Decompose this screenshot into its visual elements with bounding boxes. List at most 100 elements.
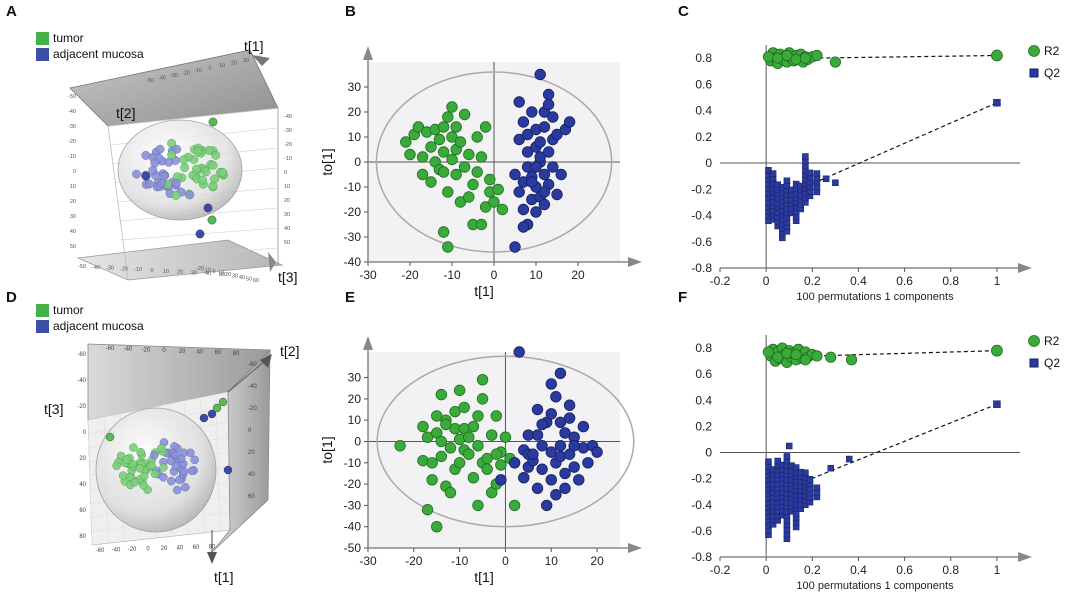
x-tick-label: -20 <box>401 268 419 282</box>
point-adjacent <box>536 418 548 431</box>
t2-axis-label: t[2] <box>116 105 135 121</box>
point-tumor <box>496 203 509 216</box>
point-tumor <box>463 448 475 460</box>
point-adjacent <box>131 169 141 179</box>
x-tick-label: 0.4 <box>850 274 867 288</box>
point-tumor <box>171 191 181 200</box>
legend-q2-marker <box>1029 358 1039 368</box>
t1-axis-label: t[1] <box>244 38 263 54</box>
point-tumor <box>130 477 140 487</box>
point-tumor <box>444 486 457 499</box>
tick-label: 0 <box>248 428 252 434</box>
tick-label: 50 <box>246 277 252 283</box>
t1-axis-label: t[1] <box>214 569 233 585</box>
x-tick-label: -0.2 <box>710 274 731 288</box>
panel-label-a: A <box>6 3 17 20</box>
tick-label: 0 <box>208 66 211 72</box>
q2-point <box>806 169 814 177</box>
point-adjacent <box>509 241 521 253</box>
x-axis-arrow <box>628 543 642 553</box>
point-adjacent <box>149 451 159 460</box>
panel-a-3d-scatter: -50-40-30-20-10010203040-50-40-30-20-100… <box>68 38 297 285</box>
point-adjacent <box>517 116 530 128</box>
r2-point <box>781 49 793 62</box>
point-adjacent <box>591 446 603 458</box>
q2-point-actual <box>993 400 1001 408</box>
legend-r2-marker <box>1028 45 1040 57</box>
tick-label: -20 <box>128 547 137 553</box>
y-tick-label: 0 <box>705 446 712 460</box>
point-tumor <box>198 175 207 185</box>
x-tick-label: 0.2 <box>804 563 821 577</box>
point-tumor <box>450 168 462 181</box>
tick-label: -60 <box>106 346 115 352</box>
tick-label: 20 <box>177 270 183 276</box>
x-tick-label: 10 <box>529 268 543 282</box>
point-tumor <box>472 499 484 512</box>
point-adjacent <box>513 96 525 108</box>
point-tumor <box>495 459 507 471</box>
y-tick-label: -30 <box>344 230 362 244</box>
point-adjacent <box>542 146 555 158</box>
q2-point <box>813 170 821 177</box>
point-tumor <box>417 420 429 433</box>
point-tumor <box>400 136 412 148</box>
point-tumor <box>433 133 446 146</box>
point-tumor <box>446 131 458 143</box>
point-tumor <box>193 146 203 156</box>
point-adjacent <box>545 474 557 486</box>
tick-label: 10 <box>284 184 290 190</box>
point-adjacent <box>534 68 546 81</box>
point-tumor <box>446 101 458 113</box>
q2-point <box>783 177 791 185</box>
y-tick-label: 0 <box>354 155 361 169</box>
tick-label: 30 <box>191 270 197 276</box>
y-tick-label: -10 <box>344 180 362 194</box>
y-tick-label: -0.6 <box>691 524 712 538</box>
x-tick-label: 0.4 <box>850 563 867 577</box>
r2-point <box>790 348 802 361</box>
q2-point <box>845 455 853 463</box>
point-tumor <box>492 183 504 196</box>
panel-label-d: D <box>6 289 17 306</box>
tick-label: -10 <box>284 156 292 162</box>
y-tick-label: -40 <box>344 255 362 269</box>
y-axis-arrow <box>363 336 373 350</box>
y-tick-label: 0.2 <box>695 130 712 144</box>
tick-label: 60 <box>253 278 259 284</box>
y-tick-label: -40 <box>344 520 362 534</box>
legend-label-adjacent: adjacent mucosa <box>53 319 144 333</box>
point-tumor <box>453 384 466 397</box>
point-adjacent <box>203 203 213 213</box>
r2-point <box>845 354 858 366</box>
point-adjacent <box>536 463 548 475</box>
r2-regression-line <box>816 350 997 357</box>
point-adjacent <box>538 186 551 198</box>
point-tumor <box>454 196 467 208</box>
point-adjacent <box>179 467 189 476</box>
tick-label: -20 <box>248 406 257 412</box>
point-tumor <box>463 431 475 443</box>
point-tumor <box>118 471 128 480</box>
x-tick-label: -0.2 <box>710 563 731 577</box>
legend-label-tumor: tumor <box>53 303 84 317</box>
point-tumor <box>472 410 484 422</box>
y-tick-label: 0.8 <box>695 341 712 355</box>
point-adjacent <box>530 206 542 218</box>
tick-label: 20 <box>231 61 237 67</box>
tick-label: 0 <box>212 269 215 275</box>
bottom-plane <box>76 239 284 281</box>
point-tumor <box>431 520 443 533</box>
point-tumor <box>490 448 502 460</box>
x-tick-label: 20 <box>590 554 604 568</box>
r2-point-actual <box>991 344 1003 357</box>
point-adjacent <box>573 474 585 486</box>
legend-swatch-adjacent <box>36 47 49 61</box>
point-tumor <box>421 503 434 516</box>
point-adjacent <box>547 161 559 173</box>
point-tumor <box>471 166 483 178</box>
point-tumor <box>437 146 450 158</box>
point-tumor <box>112 461 121 471</box>
tick-label: -10 <box>194 68 202 74</box>
tick-label: 10 <box>70 184 76 190</box>
